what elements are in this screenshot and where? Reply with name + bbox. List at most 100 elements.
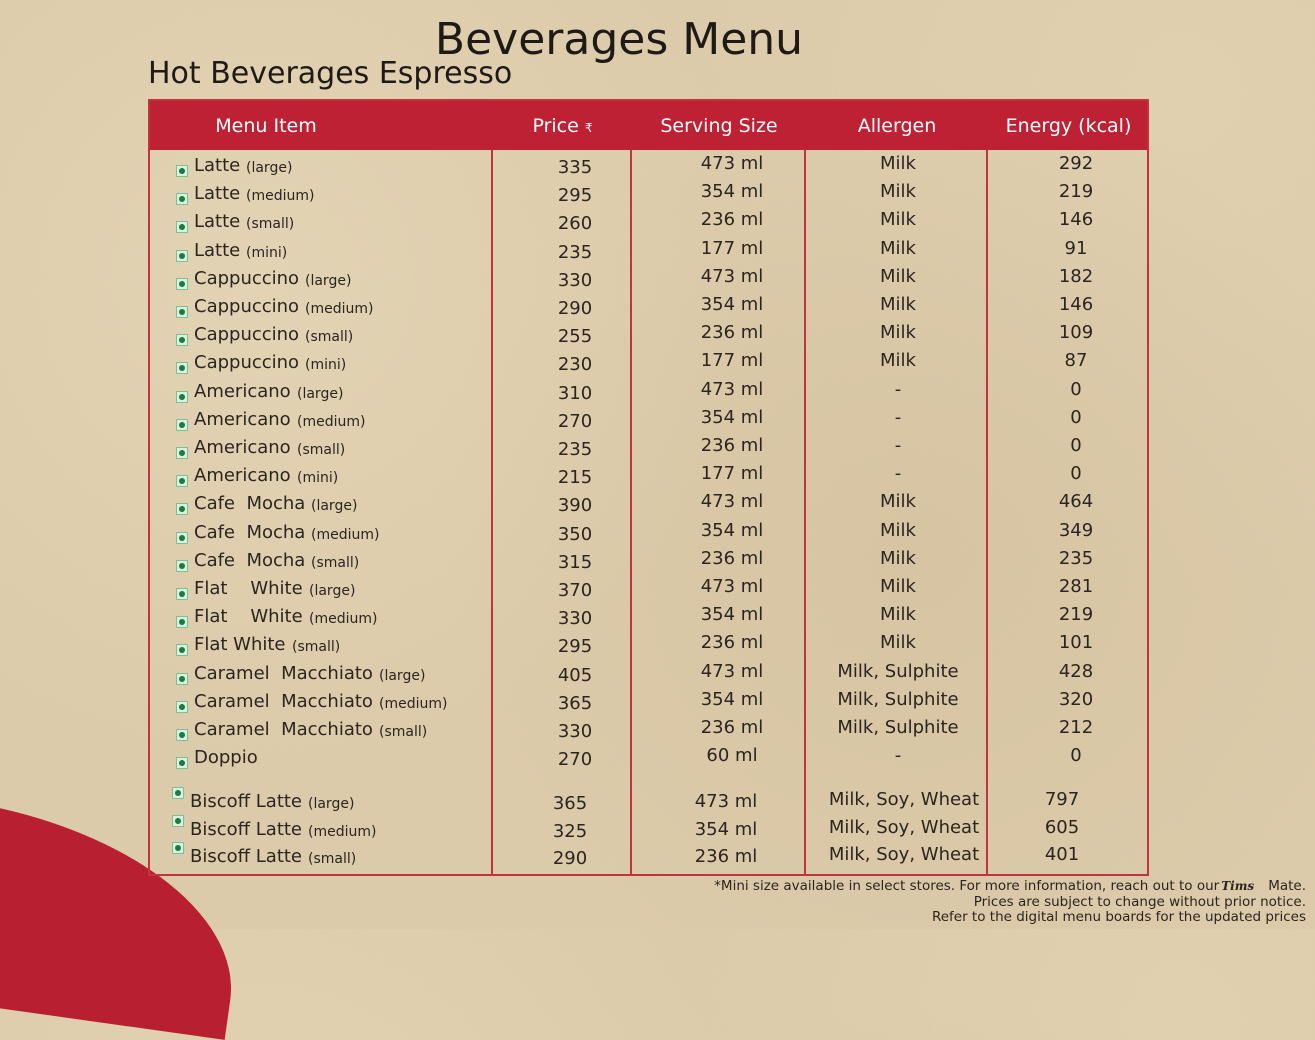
item-price: 370	[557, 580, 593, 601]
item-price: 270	[557, 410, 593, 432]
item-serving-size: 177 ml	[700, 463, 764, 485]
item-serving-size: 473 ml	[700, 491, 764, 513]
item-price: 290	[557, 298, 593, 319]
item-size: (medium)	[246, 188, 315, 205]
veg-icon	[176, 616, 188, 629]
item-size: (small)	[308, 851, 357, 867]
item-allergen: Milk, Soy, Wheat	[828, 844, 980, 865]
item-energy: 605	[1044, 816, 1080, 838]
rupee-icon: ₹	[584, 121, 593, 135]
item-name: Biscoff Latte	[190, 791, 303, 812]
veg-icon	[176, 531, 188, 544]
item-name: Americano	[194, 465, 291, 487]
table-row: Biscoff Latte (large) 365 473 ml Milk, Soy, …	[150, 787, 1147, 819]
item-allergen: -	[894, 435, 902, 456]
veg-icon	[176, 672, 188, 685]
footer-note-end: Mate.	[1268, 878, 1306, 894]
item-allergen: Milk	[880, 322, 916, 344]
veg-icon	[176, 447, 188, 459]
item-price: 235	[557, 439, 593, 460]
item-serving-size: 473 ml	[700, 153, 764, 174]
item-energy: 91	[1064, 237, 1088, 259]
item-price: 330	[557, 721, 593, 742]
item-serving-size: 473 ml	[700, 265, 764, 287]
item-name: Biscoff Latte	[190, 818, 303, 840]
item-serving-size: 354 ml	[700, 519, 764, 541]
item-allergen: Milk, Sulphite	[837, 717, 959, 738]
item-allergen: -	[894, 406, 902, 428]
item-price: 270	[557, 749, 593, 771]
item-allergen: Milk, Soy, Wheat	[828, 816, 980, 838]
item-price: 335	[557, 157, 593, 178]
item-energy: 101	[1058, 632, 1094, 654]
item-size: (mini)	[246, 244, 288, 261]
table-row: Americano (mini) 215 177 ml - 0	[150, 463, 1147, 493]
item-price: 330	[557, 608, 593, 630]
item-price: 330	[557, 269, 593, 291]
table-row: Latte (small) 260 236 ml Milk 146	[150, 209, 1147, 239]
veg-icon	[176, 165, 188, 177]
item-energy: 0	[1070, 745, 1082, 767]
item-serving-size: 473 ml	[700, 378, 764, 400]
veg-icon	[176, 559, 188, 572]
item-name: Doppio	[194, 747, 258, 769]
table-row: Americano (medium) 270 354 ml - 0	[150, 406, 1147, 437]
item-serving-size: 354 ml	[700, 406, 764, 428]
item-serving-size: 354 ml	[700, 688, 764, 710]
item-allergen: Milk	[880, 153, 916, 174]
table-row: Cappuccino (small) 255 236 ml Milk 109	[150, 322, 1147, 352]
item-size: (large)	[246, 160, 293, 176]
table-row: Americano (large) 310 473 ml - 0	[150, 378, 1147, 409]
item-size: (small)	[292, 639, 341, 656]
table-row: Latte (large) 335 473 ml Milk 292	[150, 153, 1147, 183]
veg-icon	[172, 787, 184, 799]
veg-icon	[176, 588, 188, 600]
veg-icon	[176, 644, 188, 657]
item-serving-size: 177 ml	[700, 237, 764, 259]
item-allergen: Milk	[880, 604, 916, 626]
table-row: Biscoff Latte (small) 290 236 ml Milk, Soy, …	[150, 842, 1147, 874]
item-energy: 182	[1058, 265, 1094, 287]
item-energy: 428	[1058, 660, 1094, 682]
item-serving-size: 354 ml	[694, 818, 758, 840]
item-name: Americano	[194, 408, 291, 430]
item-price: 215	[557, 467, 593, 489]
header-allergen: Allergen	[857, 115, 937, 137]
item-serving-size: 236 ml	[700, 209, 764, 231]
item-size: (small)	[311, 554, 360, 571]
veg-icon	[176, 306, 188, 318]
item-size: (large)	[297, 385, 344, 402]
item-allergen: Milk, Sulphite	[837, 660, 959, 682]
item-price: 290	[552, 848, 588, 869]
item-name: Cappuccino	[194, 296, 300, 317]
item-serving-size: 354 ml	[700, 604, 764, 626]
item-name: Latte	[194, 183, 241, 205]
item-energy: 401	[1044, 844, 1080, 865]
veg-icon	[172, 842, 184, 854]
header-energy: Energy (kcal)	[1005, 115, 1132, 137]
item-name: Caramel Macchiato	[194, 662, 373, 684]
table-row: Americano (small) 235 236 ml - 0	[150, 435, 1147, 465]
item-name: Caramel Macchiato	[194, 719, 373, 740]
item-size: (medium)	[297, 413, 366, 430]
item-size: (mini)	[305, 357, 347, 374]
item-energy: 797	[1044, 789, 1080, 810]
item-price: 310	[557, 382, 593, 404]
table-row: Cafe Mocha (large) 390 473 ml Milk 464	[150, 491, 1147, 521]
item-allergen: -	[894, 745, 902, 767]
table-row: Cafe Mocha (small) 315 236 ml Milk 235	[150, 548, 1147, 578]
item-energy: 212	[1058, 717, 1094, 738]
item-size: (medium)	[308, 823, 377, 840]
veg-icon	[176, 249, 188, 262]
table-row: Caramel Macchiato (small) 330 236 ml Milk, S…	[150, 717, 1147, 747]
section-title: Hot Beverages Espresso	[148, 56, 513, 91]
item-allergen: Milk	[880, 491, 916, 513]
item-energy: 349	[1058, 519, 1094, 541]
item-energy: 281	[1058, 576, 1094, 597]
header-price: Price ₹	[493, 115, 632, 137]
table-header: Menu Item Price ₹ Serving Size Allergen …	[150, 101, 1147, 150]
item-size: (large)	[309, 583, 356, 599]
item-energy: 0	[1070, 406, 1082, 428]
column-divider	[986, 150, 988, 874]
item-price: 255	[557, 326, 593, 348]
